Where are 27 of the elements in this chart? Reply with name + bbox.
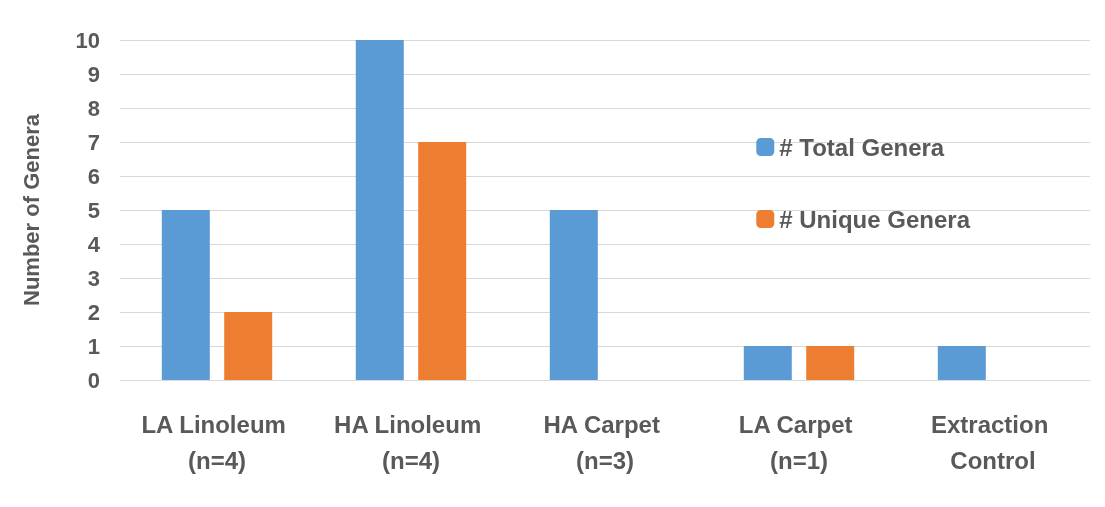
y-tick-label: 2 [87,299,100,325]
y-tick-label: 4 [87,231,101,257]
y-tick-label: 10 [75,27,100,53]
bar [418,142,467,380]
bar [806,346,855,380]
bar [355,40,404,380]
y-tick-label: 0 [87,367,100,393]
x-tick-label: LA Carpet (n=1) [738,410,860,474]
bar [161,210,210,380]
bar [549,210,598,380]
y-tick-label: 3 [87,265,100,291]
y-tick-label: 8 [87,95,100,121]
legend-label: # Unique Genera [779,205,971,233]
x-tick-label: Extraction Control [930,410,1056,474]
x-tick-label: LA Linoleum (n=4) [141,410,293,474]
y-tick-label: 7 [87,129,100,155]
legend-label: # Total Genera [779,133,945,161]
y-axis-title: Number of Genera [18,113,44,306]
bar [937,346,986,380]
y-tick-label: 9 [87,61,100,87]
x-tick-label: HA Carpet (n=3) [543,410,667,474]
bar [224,312,273,380]
y-tick-label: 5 [87,197,100,223]
y-tick-label: 1 [87,333,100,359]
bar [743,346,792,380]
x-tick-label: HA Linoleum (n=4) [334,410,488,474]
y-tick-label: 6 [87,163,100,189]
